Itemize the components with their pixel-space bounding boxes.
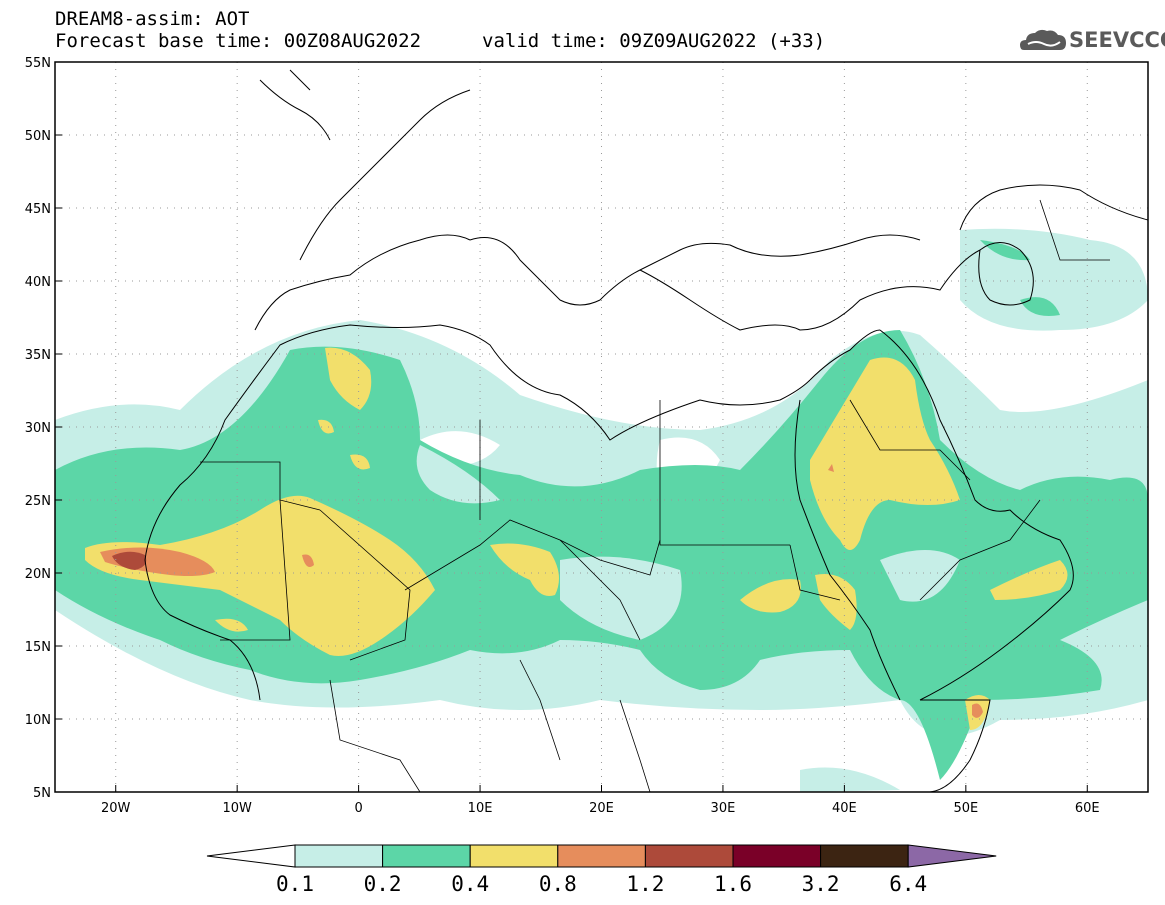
colorbar-label: 0.1 — [276, 872, 314, 896]
colorbar-under-triangle — [206, 844, 296, 868]
colorbar-box — [469, 844, 559, 868]
colorbar-over-triangle — [907, 844, 997, 868]
colorbar-label: 3.2 — [802, 872, 840, 896]
colorbar: 0.1 0.2 0.4 0.8 1.2 1.6 3.2 6.4 — [206, 844, 997, 896]
lon-tick-label: 10W — [222, 801, 252, 816]
colorbar-label: 1.6 — [714, 872, 752, 896]
colorbar-box — [732, 844, 822, 868]
colorbar-label: 0.4 — [451, 872, 489, 896]
colorbar-label: 1.2 — [626, 872, 664, 896]
lat-tick-label: 20N — [25, 567, 51, 582]
coastlines — [144, 69, 1148, 792]
lon-tick-label: 50E — [953, 801, 978, 816]
map-gridlines — [55, 62, 1148, 792]
lon-tick-label: 40E — [832, 801, 857, 816]
lon-tick-label: 20W — [101, 801, 131, 816]
lat-tick-label: 45N — [25, 202, 51, 217]
country-borders — [200, 199, 1110, 792]
lat-tick-label: 35N — [25, 348, 51, 363]
lon-tick-label: 10E — [468, 801, 493, 816]
lon-tick-label: 20E — [589, 801, 614, 816]
lat-tick-label: 55N — [25, 56, 51, 71]
logo-text: SEEVCCC — [1069, 28, 1165, 52]
latitude-labels: 5N 10N 15N 20N 25N 30N 35N 40N 45N 50N 55N — [25, 56, 62, 801]
valid-time: valid time: 09Z09AUG2022 (+33) — [482, 30, 826, 52]
lon-tick-label: 30E — [711, 801, 736, 816]
colorbar-box — [820, 844, 909, 868]
lat-tick-label: 25N — [25, 494, 51, 509]
lon-tick-label: 60E — [1075, 801, 1100, 816]
lat-tick-label: 10N — [25, 713, 51, 728]
colorbar-label: 0.8 — [539, 872, 577, 896]
colorbar-label: 6.4 — [889, 872, 927, 896]
lat-tick-label: 40N — [25, 275, 51, 290]
colorbar-box — [294, 844, 384, 868]
map-title: DREAM8-assim: AOT — [55, 8, 250, 30]
colorbar-box — [382, 844, 471, 868]
lat-tick-label: 15N — [25, 640, 51, 655]
lat-tick-label: 30N — [25, 421, 51, 436]
lon-tick-label: 0 — [354, 801, 362, 816]
cloud-logo-icon — [1020, 29, 1066, 50]
lat-tick-label: 5N — [33, 786, 51, 801]
longitude-labels: 20W 10W 0 10E 20E 30E 40E 50E 60E — [101, 785, 1100, 816]
colorbar-box — [557, 844, 646, 868]
forecast-base-time: Forecast base time: 00Z08AUG2022 — [55, 30, 422, 52]
lat-tick-label: 50N — [25, 129, 51, 144]
colorbar-box — [644, 844, 734, 868]
colorbar-label: 0.2 — [364, 872, 402, 896]
